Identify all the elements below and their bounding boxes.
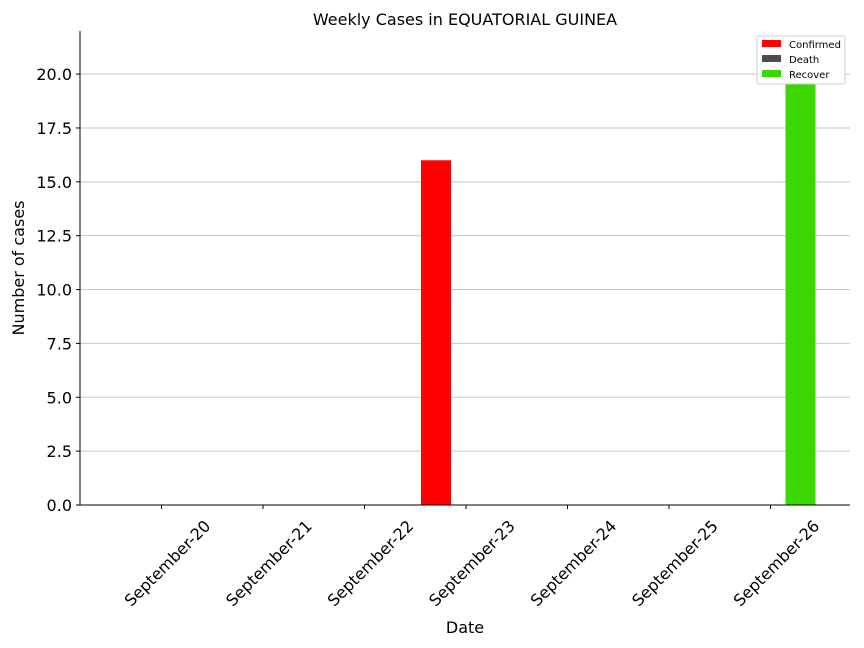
y-tick-label: 20.0 bbox=[36, 65, 72, 84]
chart-title: Weekly Cases in EQUATORIAL GUINEA bbox=[313, 10, 617, 29]
y-tick-label: 7.5 bbox=[47, 334, 72, 353]
x-tick-label: September-22 bbox=[324, 516, 418, 610]
x-tick-label: September-23 bbox=[425, 516, 519, 610]
legend-label-confirmed: Confirmed bbox=[789, 40, 841, 51]
x-tick-label: September-24 bbox=[527, 516, 621, 610]
x-axis-title: Date bbox=[446, 618, 484, 637]
legend: Confirmed Death Recover bbox=[756, 35, 846, 85]
legend-label-recover: Recover bbox=[789, 70, 830, 81]
x-ticks: September-20 September-21 September-22 Sept… bbox=[121, 505, 824, 610]
bar-confirmed-september-23 bbox=[421, 160, 451, 506]
x-tick-label: September-26 bbox=[730, 516, 824, 610]
y-tick-label: 17.5 bbox=[36, 119, 72, 138]
x-tick-label: September-20 bbox=[121, 516, 215, 610]
axes bbox=[79, 31, 850, 506]
y-tick-label: 0.0 bbox=[47, 496, 72, 515]
y-tick-label: 12.5 bbox=[36, 227, 72, 246]
bar-recover-september-26 bbox=[785, 52, 816, 505]
x-tick-label: September-25 bbox=[628, 516, 722, 610]
y-tick-label: 2.5 bbox=[47, 442, 72, 461]
grid-lines bbox=[80, 73, 850, 452]
legend-label-death: Death bbox=[789, 55, 819, 66]
y-tick-label: 5.0 bbox=[47, 388, 72, 407]
x-tick-label: September-21 bbox=[222, 516, 316, 610]
legend-swatch-death bbox=[762, 55, 781, 62]
y-axis-title: Number of cases bbox=[9, 201, 28, 336]
legend-swatch-confirmed bbox=[762, 40, 781, 47]
legend-swatch-recover bbox=[762, 70, 781, 77]
bars bbox=[421, 52, 816, 506]
y-ticks: 0.0 2.5 5.0 7.5 10.0 12.5 15.0 17.5 20.0 bbox=[36, 65, 80, 515]
y-tick-label: 10.0 bbox=[36, 281, 72, 300]
y-tick-label: 15.0 bbox=[36, 173, 72, 192]
